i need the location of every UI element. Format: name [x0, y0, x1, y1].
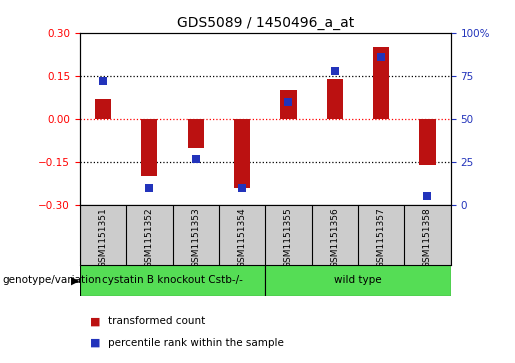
- Text: GSM1151355: GSM1151355: [284, 207, 293, 268]
- Bar: [95, 99, 111, 119]
- Text: ■: ■: [90, 316, 100, 326]
- Bar: [141, 119, 158, 176]
- Text: wild type: wild type: [334, 276, 382, 285]
- Text: GSM1151354: GSM1151354: [237, 207, 247, 268]
- Point: [284, 99, 293, 105]
- Point: [377, 54, 385, 60]
- Text: transformed count: transformed count: [108, 316, 205, 326]
- Text: ■: ■: [90, 338, 100, 348]
- Bar: [234, 119, 250, 188]
- Bar: [80, 265, 265, 296]
- Text: GSM1151356: GSM1151356: [330, 207, 339, 268]
- Text: cystatin B knockout Cstb-/-: cystatin B knockout Cstb-/-: [102, 276, 243, 285]
- Text: GSM1151353: GSM1151353: [191, 207, 200, 268]
- Text: ▶: ▶: [71, 276, 80, 285]
- Bar: [373, 47, 389, 119]
- Text: percentile rank within the sample: percentile rank within the sample: [108, 338, 284, 348]
- Text: GSM1151358: GSM1151358: [423, 207, 432, 268]
- Title: GDS5089 / 1450496_a_at: GDS5089 / 1450496_a_at: [177, 16, 354, 30]
- Point: [331, 68, 339, 74]
- Point: [192, 156, 200, 162]
- Bar: [280, 90, 297, 119]
- Point: [99, 78, 107, 84]
- Text: GSM1151352: GSM1151352: [145, 207, 154, 268]
- Bar: [265, 265, 451, 296]
- Text: GSM1151357: GSM1151357: [376, 207, 386, 268]
- Bar: [327, 79, 343, 119]
- Bar: [187, 119, 204, 148]
- Bar: [419, 119, 436, 165]
- Point: [145, 185, 153, 191]
- Point: [238, 185, 246, 191]
- Point: [423, 193, 432, 199]
- Text: GSM1151351: GSM1151351: [98, 207, 108, 268]
- Text: genotype/variation: genotype/variation: [3, 276, 101, 285]
